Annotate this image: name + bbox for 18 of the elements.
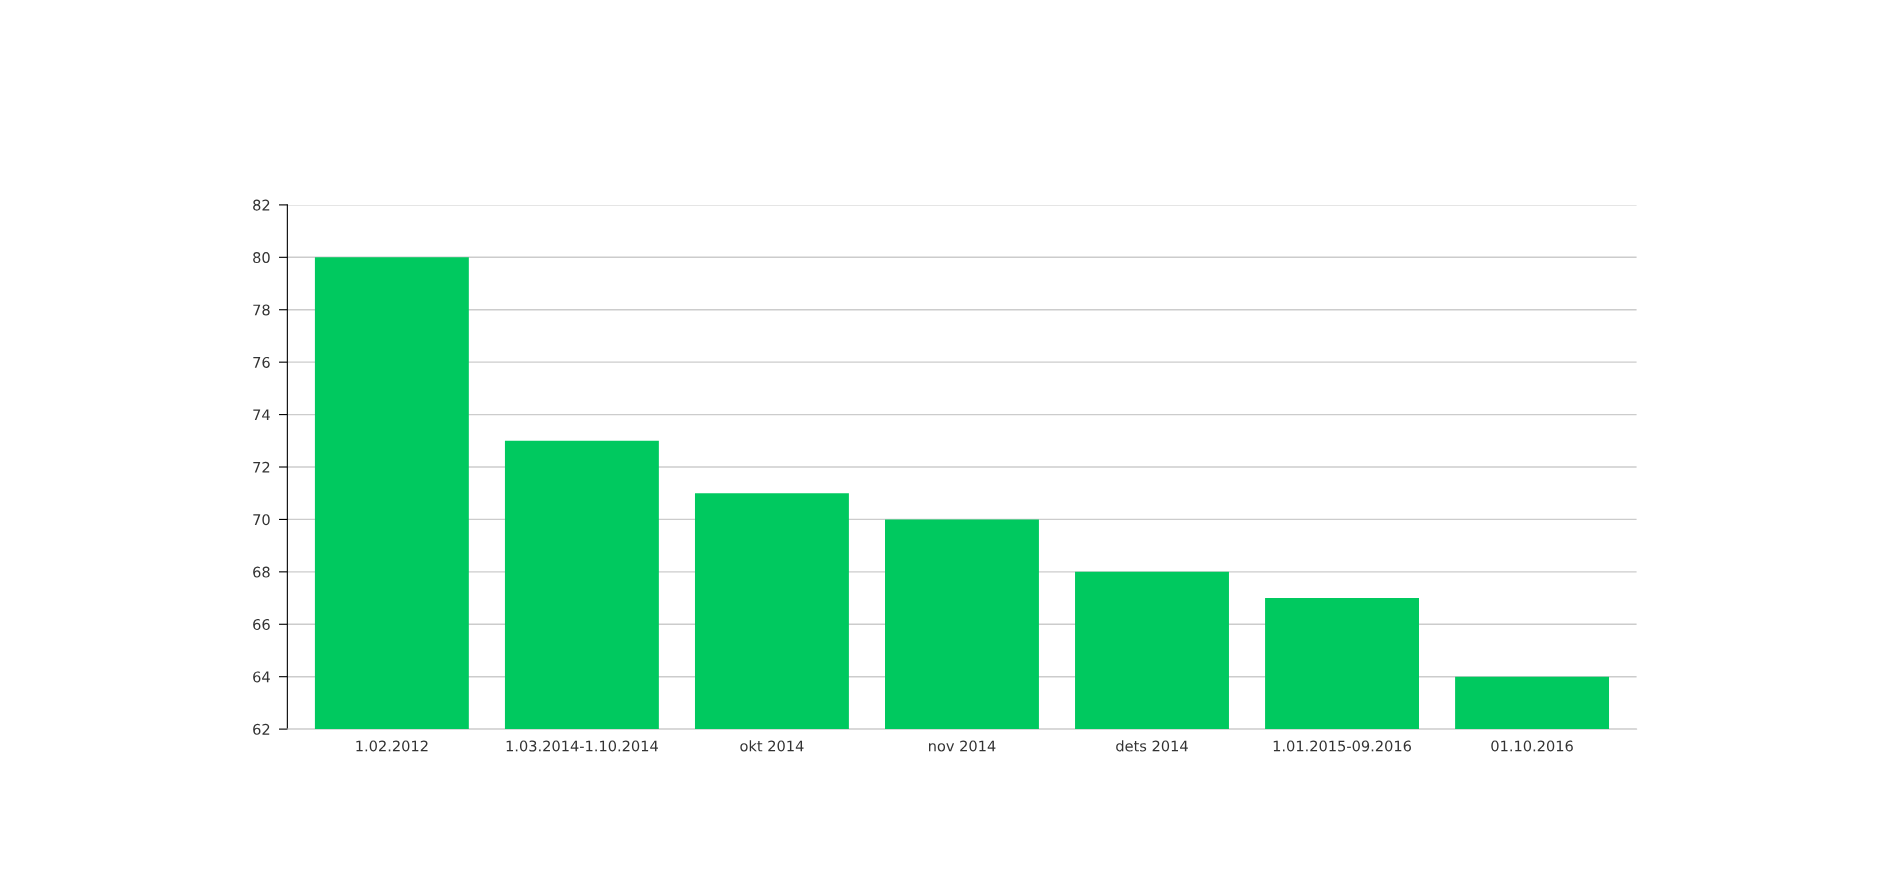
y-tick-label: 66	[253, 618, 270, 631]
y-tick-label: 70	[253, 514, 270, 526]
y-tick-label: 74	[253, 409, 270, 421]
y-tick-label: 62	[253, 723, 270, 735]
y-tick-label: 82	[253, 199, 270, 211]
x-tick-label: 1.01.2015-09.2016	[1273, 740, 1412, 752]
x-tick-label: 1.02.2012	[356, 740, 428, 752]
x-tick-label: okt 2014	[740, 740, 804, 752]
y-tick-label: 68	[253, 566, 270, 578]
x-tick-label: 01.10.2016	[1491, 740, 1573, 752]
x-tick-label: nov 2014	[929, 740, 996, 752]
y-tick-label: 64	[253, 671, 270, 683]
x-tick-label: dets 2014	[1116, 740, 1188, 752]
y-tick-label: 72	[253, 461, 270, 473]
y-tick-label: 80	[253, 252, 270, 264]
y-tick-label: 78	[253, 304, 270, 316]
y-tick-label: 76	[253, 356, 270, 368]
x-tick-label: 1.03.2014-1.10.2014	[506, 740, 658, 752]
